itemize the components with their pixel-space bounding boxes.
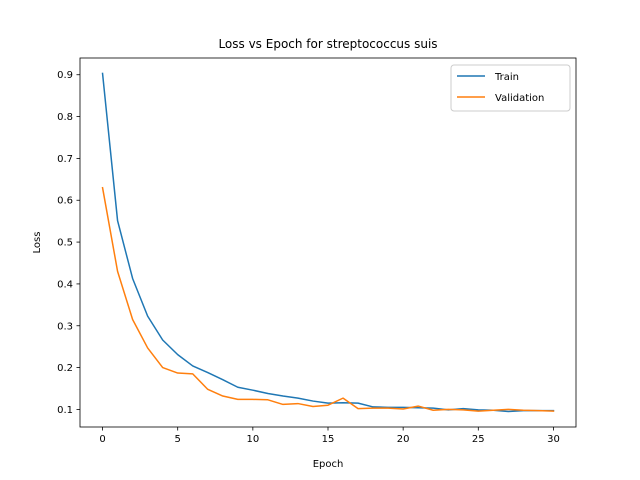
plot-frame: [79, 57, 577, 428]
y-tick-label: 0.1: [57, 405, 73, 416]
x-tick-label: 5: [175, 434, 181, 445]
y-tick-label: 0.8: [57, 112, 73, 123]
legend-label-validation: Validation: [495, 93, 544, 104]
x-tick-label: 0: [99, 434, 105, 445]
legend: Train Validation: [450, 64, 571, 112]
y-tick-label: 0.4: [57, 279, 73, 290]
x-axis-label: Epoch: [313, 459, 344, 470]
x-tick-label: 20: [397, 434, 410, 445]
y-tick-label: 0.6: [57, 196, 73, 207]
series-line-validation: [101, 186, 555, 412]
x-axis-ticks: 0 5 10 15 20 25 30: [99, 427, 560, 445]
y-axis-ticks: 0.1 0.2 0.3 0.4 0.5 0.6 0.7 0.8 0.9: [57, 70, 80, 416]
y-tick-label: 0.5: [57, 238, 73, 249]
y-tick-label: 0.2: [57, 363, 73, 374]
series-line-train: [101, 72, 555, 413]
legend-label-train: Train: [494, 72, 519, 83]
chart-title: Loss vs Epoch for streptococcus suis: [218, 37, 437, 51]
y-tick-label: 0.3: [57, 321, 73, 332]
series-layer: [101, 72, 555, 413]
y-tick-label: 0.7: [57, 154, 73, 165]
x-tick-label: 15: [322, 434, 335, 445]
plot-area: [80, 58, 576, 427]
x-tick-label: 30: [547, 434, 560, 445]
y-tick-label: 0.9: [57, 70, 73, 81]
x-tick-label: 25: [472, 434, 485, 445]
y-axis-label: Loss: [32, 232, 43, 254]
x-tick-label: 10: [246, 434, 259, 445]
